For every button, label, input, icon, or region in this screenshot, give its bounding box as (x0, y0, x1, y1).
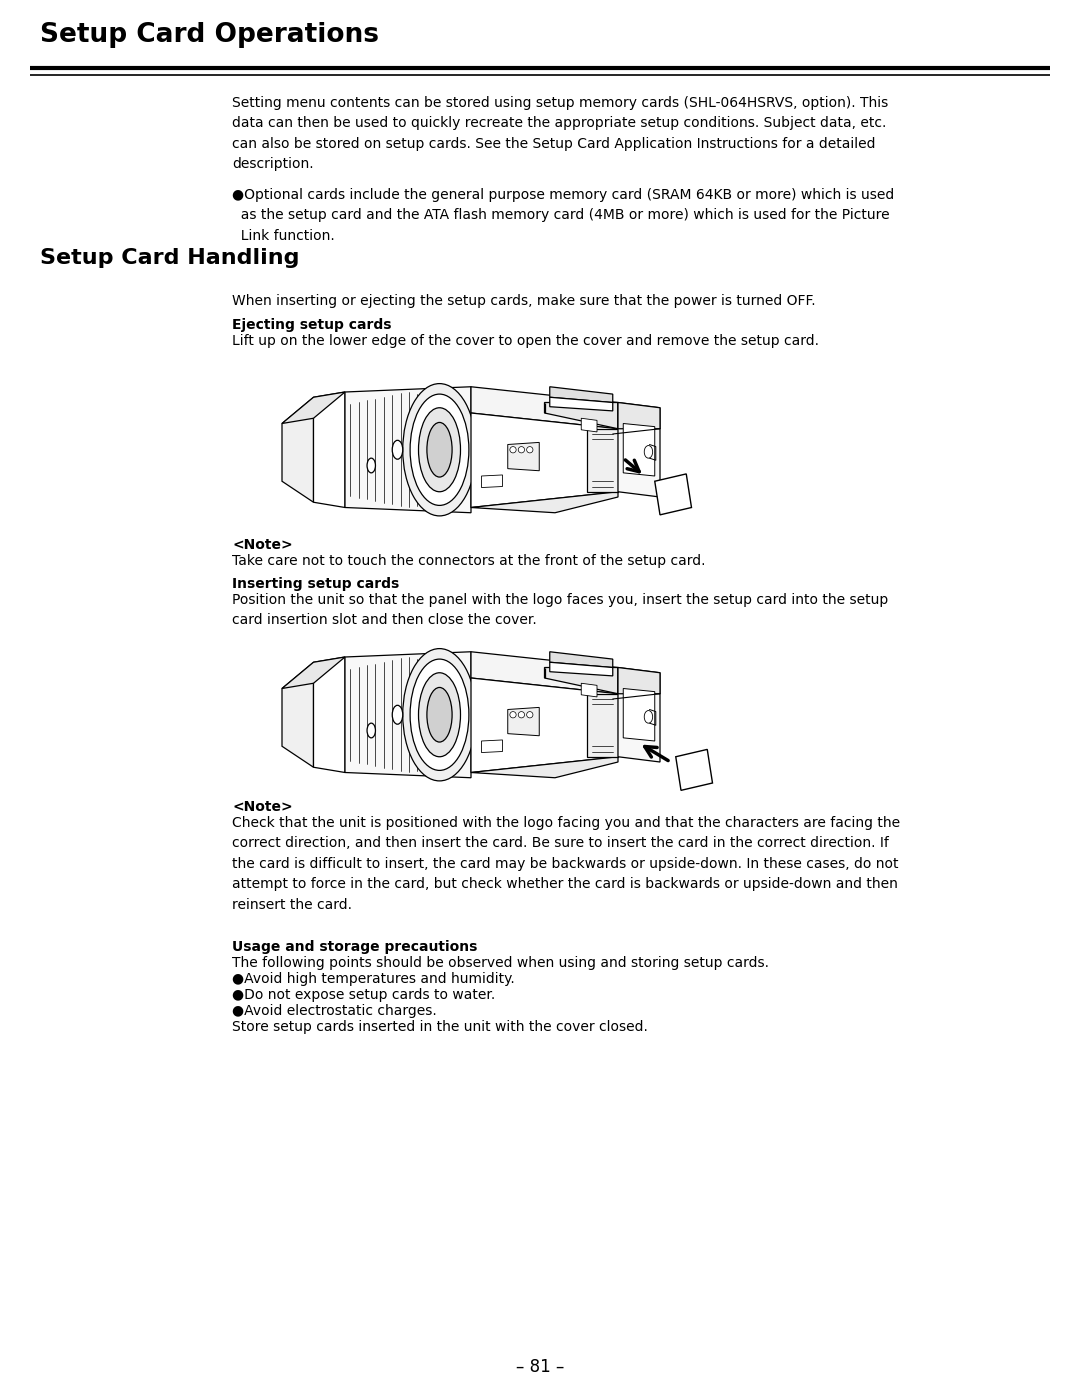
Ellipse shape (518, 447, 525, 453)
Polygon shape (581, 683, 597, 697)
Text: Store setup cards inserted in the unit with the cover closed.: Store setup cards inserted in the unit w… (232, 1020, 648, 1034)
Text: ●Avoid electrostatic charges.: ●Avoid electrostatic charges. (232, 1004, 436, 1018)
Ellipse shape (527, 711, 532, 718)
Text: Inserting setup cards: Inserting setup cards (232, 577, 400, 591)
Text: – 81 –: – 81 – (516, 1358, 564, 1376)
Polygon shape (482, 475, 502, 488)
Text: ●Optional cards include the general purpose memory card (SRAM 64KB or more) whic: ●Optional cards include the general purp… (232, 189, 894, 243)
Ellipse shape (645, 446, 652, 458)
Polygon shape (471, 652, 618, 694)
Polygon shape (471, 757, 618, 778)
Ellipse shape (427, 422, 453, 476)
Ellipse shape (403, 648, 476, 781)
Text: Lift up on the lower edge of the cover to open the cover and remove the setup ca: Lift up on the lower edge of the cover t… (232, 334, 819, 348)
Polygon shape (586, 694, 618, 757)
Polygon shape (282, 657, 345, 689)
Ellipse shape (392, 705, 403, 724)
Polygon shape (313, 657, 345, 773)
Polygon shape (282, 662, 313, 767)
Polygon shape (471, 678, 618, 773)
Ellipse shape (419, 408, 460, 492)
Text: Take care not to touch the connectors at the front of the setup card.: Take care not to touch the connectors at… (232, 555, 705, 569)
Polygon shape (550, 652, 612, 668)
Polygon shape (282, 393, 345, 423)
Ellipse shape (403, 384, 476, 515)
Ellipse shape (427, 687, 453, 742)
Polygon shape (471, 492, 618, 513)
Text: Setting menu contents can be stored using setup memory cards (SHL-064HSRVS, opti: Setting menu contents can be stored usin… (232, 96, 888, 172)
Polygon shape (482, 740, 502, 753)
Text: Setup Card Handling: Setup Card Handling (40, 249, 299, 268)
Ellipse shape (410, 659, 469, 770)
Ellipse shape (527, 447, 532, 453)
Polygon shape (654, 474, 691, 515)
Polygon shape (550, 662, 612, 676)
Ellipse shape (367, 458, 376, 472)
Polygon shape (623, 423, 654, 476)
Polygon shape (618, 402, 660, 429)
Ellipse shape (419, 673, 460, 757)
Text: ●Do not expose setup cards to water.: ●Do not expose setup cards to water. (232, 988, 496, 1002)
Polygon shape (471, 387, 618, 429)
Polygon shape (508, 443, 539, 471)
Polygon shape (623, 689, 654, 740)
Polygon shape (313, 393, 345, 507)
Text: <Note>: <Note> (232, 800, 293, 814)
Polygon shape (544, 402, 618, 429)
Polygon shape (586, 429, 618, 492)
Text: Position the unit so that the panel with the logo faces you, insert the setup ca: Position the unit so that the panel with… (232, 592, 888, 627)
Text: <Note>: <Note> (232, 538, 293, 552)
Ellipse shape (410, 394, 469, 506)
Polygon shape (618, 402, 660, 497)
Polygon shape (676, 749, 713, 791)
Polygon shape (618, 668, 660, 761)
Polygon shape (345, 387, 471, 513)
Polygon shape (550, 387, 612, 402)
Polygon shape (618, 668, 660, 694)
Ellipse shape (510, 711, 516, 718)
Ellipse shape (645, 711, 652, 724)
Polygon shape (282, 397, 313, 503)
Text: Check that the unit is positioned with the logo facing you and that the characte: Check that the unit is positioned with t… (232, 816, 900, 911)
Polygon shape (471, 414, 618, 507)
Text: ●Avoid high temperatures and humidity.: ●Avoid high temperatures and humidity. (232, 972, 515, 986)
Text: When inserting or ejecting the setup cards, make sure that the power is turned O: When inserting or ejecting the setup car… (232, 293, 815, 307)
Text: Setup Card Operations: Setup Card Operations (40, 22, 379, 47)
Polygon shape (581, 418, 597, 432)
Ellipse shape (367, 724, 376, 738)
Ellipse shape (392, 440, 403, 460)
Polygon shape (345, 652, 471, 778)
Text: The following points should be observed when using and storing setup cards.: The following points should be observed … (232, 956, 769, 970)
Text: Ejecting setup cards: Ejecting setup cards (232, 319, 391, 332)
Polygon shape (508, 707, 539, 736)
Polygon shape (544, 668, 618, 694)
Text: Usage and storage precautions: Usage and storage precautions (232, 940, 477, 954)
Polygon shape (550, 397, 612, 411)
Ellipse shape (518, 711, 525, 718)
Ellipse shape (510, 447, 516, 453)
